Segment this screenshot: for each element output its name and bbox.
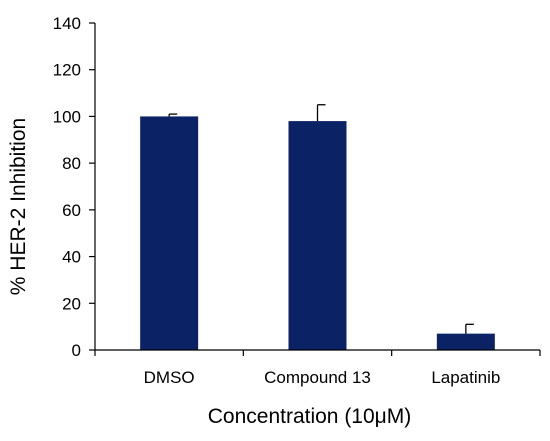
x-tick-label: Compound 13 — [264, 368, 371, 387]
x-axis-title: Concentration (10μM) — [208, 405, 412, 428]
y-tick-label: 60 — [62, 201, 81, 220]
bar — [436, 333, 495, 350]
bar — [288, 121, 347, 350]
x-tick-label: DMSO — [144, 368, 195, 387]
axes-layer — [94, 23, 540, 351]
y-tick-label: 100 — [53, 107, 81, 126]
bar — [140, 116, 199, 350]
y-tick-label: 120 — [53, 61, 81, 80]
y-ticks-layer: 0 20 40 60 80 100 120 140 — [53, 14, 95, 360]
bars-layer — [140, 116, 495, 350]
y-axis-title: % HER-2 Inhibition — [7, 118, 30, 295]
y-tick-label: 40 — [62, 248, 81, 267]
x-tick-label: Lapatinib — [431, 368, 500, 387]
x-ticks-layer: DMSO Compound 13 Lapatinib — [94, 350, 541, 387]
y-tick-label: 140 — [53, 14, 81, 33]
y-tick-label: 20 — [62, 294, 81, 313]
y-tick-label: 0 — [72, 341, 81, 360]
y-tick-label: 80 — [62, 154, 81, 173]
error-bars-layer — [168, 104, 474, 334]
